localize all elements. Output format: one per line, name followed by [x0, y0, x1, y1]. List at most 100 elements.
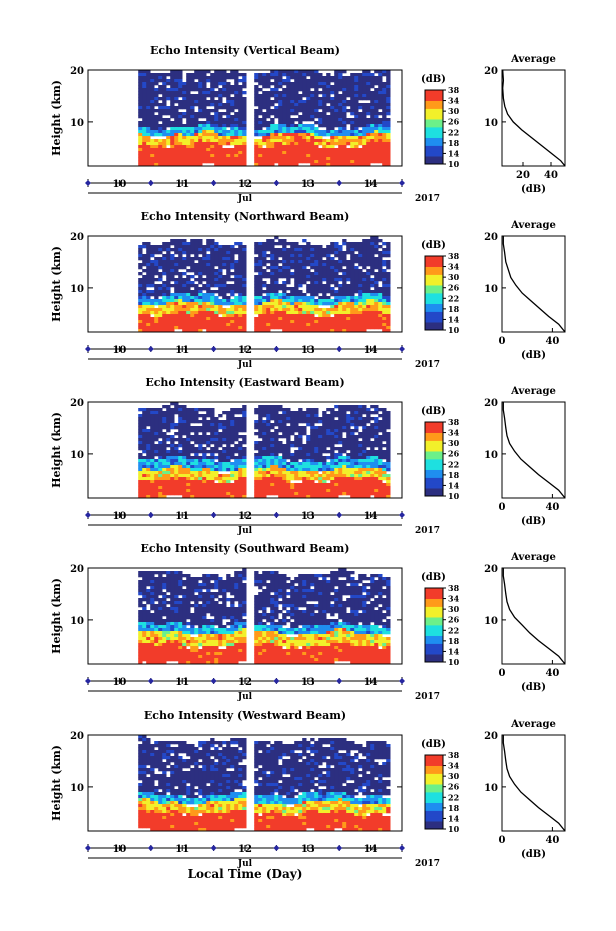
heatmap-cell [158, 79, 163, 83]
heatmap-cell [278, 248, 283, 252]
heatmap-cell [174, 302, 179, 306]
heatmap-cell [178, 148, 183, 152]
heatmap-cell [138, 293, 143, 297]
heatmap-cell [298, 468, 303, 472]
heatmap-cell [174, 266, 179, 270]
heatmap-cell [174, 296, 179, 300]
heatmap-cell [302, 483, 307, 487]
heatmap-cell [258, 462, 263, 466]
heatmap-cell [382, 329, 387, 333]
heatmap-cell [334, 471, 339, 475]
heatmap-cell [274, 94, 279, 98]
heatmap-cell [306, 251, 311, 255]
heatmap-cell [170, 275, 175, 279]
heatmap-cell [190, 293, 195, 297]
heatmap-cell [334, 248, 339, 252]
heatmap-cell [190, 299, 195, 303]
heatmap-cell [154, 420, 159, 424]
heatmap-cell [326, 284, 331, 288]
heatmap-cell [166, 260, 171, 264]
heatmap-cell [222, 148, 227, 152]
heatmap-cell [230, 308, 235, 312]
heatmap-cell [298, 85, 303, 89]
heatmap-cell [270, 94, 275, 98]
heatmap-cell [178, 462, 183, 466]
heatmap-cell [362, 139, 367, 143]
heatmap-cell [362, 299, 367, 303]
heatmap-cell [154, 278, 159, 282]
heatmap-cell [298, 311, 303, 315]
heatmap-cell [318, 462, 323, 466]
heatmap-cell [378, 91, 383, 95]
heatmap-cell [198, 492, 203, 496]
heatmap-cell [258, 471, 263, 475]
heatmap-cell [270, 242, 275, 246]
heatmap-cell [182, 245, 187, 249]
heatmap-cell [154, 272, 159, 276]
heatmap-cell [218, 151, 223, 155]
heatmap-cell [150, 88, 155, 92]
heatmap-cell [338, 296, 343, 300]
heatmap-cell [234, 157, 239, 161]
heatmap-cell [282, 477, 287, 481]
heatmap-cell [194, 145, 199, 149]
heatmap-cell [174, 411, 179, 415]
heatmap-cell [230, 447, 235, 451]
heatmap-cell [226, 94, 231, 98]
heatmap-cell [258, 109, 263, 113]
heatmap-cell [138, 106, 143, 110]
heatmap-cell [186, 248, 191, 252]
heatmap-cell [174, 260, 179, 264]
heatmap-cell [290, 290, 295, 294]
heatmap-cell [242, 492, 247, 496]
heatmap-cell [298, 447, 303, 451]
heatmap-cell [290, 426, 295, 430]
heatmap-cell [170, 103, 175, 107]
heatmap-cell [218, 103, 223, 107]
heatmap-cell [182, 456, 187, 460]
heatmap-cell [146, 444, 151, 448]
heatmap-cell [210, 160, 215, 164]
heatmap-cell [194, 459, 199, 463]
heatmap-cell [358, 94, 363, 98]
heatmap-cell [146, 284, 151, 288]
heatmap-cell [326, 323, 331, 327]
heatmap-cell [214, 103, 219, 107]
heatmap-cell [190, 462, 195, 466]
heatmap-cell [266, 260, 271, 264]
heatmap-cell [146, 275, 151, 279]
heatmap-cell [270, 308, 275, 312]
heatmap-cell [202, 299, 207, 303]
heatmap-cell [138, 462, 143, 466]
heatmap-cell [206, 278, 211, 282]
heatmap-cell [370, 127, 375, 131]
heatmap-cell [206, 329, 211, 333]
heatmap-cell [178, 79, 183, 83]
heatmap-cell [290, 151, 295, 155]
heatmap-cell [170, 248, 175, 252]
heatmap-cell [318, 257, 323, 261]
heatmap-cell [166, 157, 171, 161]
heatmap-cell [254, 465, 259, 469]
colorbar-frame [424, 255, 444, 331]
heatmap-cell [262, 242, 267, 246]
heatmap-cell [306, 299, 311, 303]
heatmap-cell [242, 435, 247, 439]
heatmap-cell [242, 163, 247, 167]
heatmap-cell [346, 251, 351, 255]
heatmap-cell [138, 453, 143, 457]
heatmap-cell [314, 272, 319, 276]
heatmap-cell [230, 311, 235, 315]
heatmap-cell [286, 70, 291, 74]
heatmap-cell [230, 408, 235, 412]
heatmap-cell [294, 441, 299, 445]
heatmap-cell [262, 157, 267, 161]
heatmap-cell [234, 136, 239, 140]
heatmap-cell [298, 456, 303, 460]
heatmap-cell [150, 91, 155, 95]
heatmap-cell [254, 323, 259, 327]
heatmap-cell [198, 483, 203, 487]
heatmap-cell [198, 465, 203, 469]
heatmap-cell [214, 118, 219, 122]
heatmap-cell [154, 248, 159, 252]
